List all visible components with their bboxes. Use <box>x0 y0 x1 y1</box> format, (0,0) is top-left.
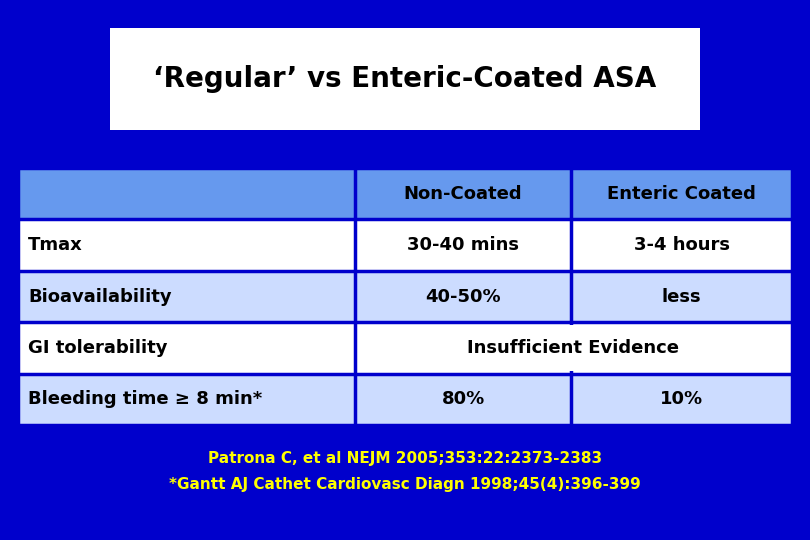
Text: 40-50%: 40-50% <box>425 287 501 306</box>
Text: 10%: 10% <box>660 390 703 408</box>
FancyBboxPatch shape <box>18 219 792 271</box>
Text: Patrona C, et al NEJM 2005;353:22:2373-2383: Patrona C, et al NEJM 2005;353:22:2373-2… <box>208 450 602 465</box>
Text: GI tolerability: GI tolerability <box>28 339 168 357</box>
Text: Non-Coated: Non-Coated <box>403 185 522 202</box>
Text: 3-4 hours: 3-4 hours <box>633 236 730 254</box>
Text: *Gantt AJ Cathet Cardiovasc Diagn 1998;45(4):396-399: *Gantt AJ Cathet Cardiovasc Diagn 1998;4… <box>169 477 641 492</box>
Text: Bleeding time ≥ 8 min*: Bleeding time ≥ 8 min* <box>28 390 262 408</box>
Text: Bioavailability: Bioavailability <box>28 287 172 306</box>
Text: 80%: 80% <box>441 390 484 408</box>
Text: Insufficient Evidence: Insufficient Evidence <box>467 339 680 357</box>
Text: 30-40 mins: 30-40 mins <box>407 236 519 254</box>
FancyBboxPatch shape <box>18 271 792 322</box>
Text: ‘Regular’ vs Enteric-Coated ASA: ‘Regular’ vs Enteric-Coated ASA <box>153 65 657 93</box>
FancyBboxPatch shape <box>569 325 574 371</box>
Text: Tmax: Tmax <box>28 236 83 254</box>
FancyBboxPatch shape <box>110 28 700 130</box>
Text: Enteric Coated: Enteric Coated <box>608 185 757 202</box>
FancyBboxPatch shape <box>18 322 792 374</box>
Text: less: less <box>662 287 701 306</box>
FancyBboxPatch shape <box>18 168 792 219</box>
FancyBboxPatch shape <box>18 374 792 425</box>
